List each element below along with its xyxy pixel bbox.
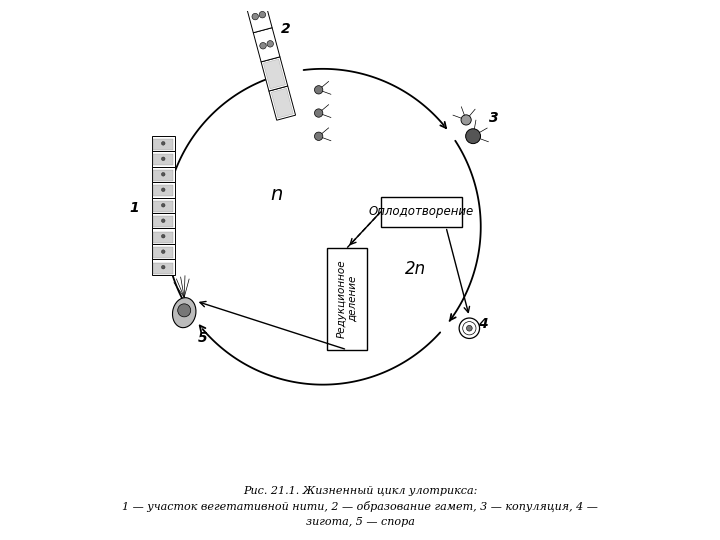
- Circle shape: [161, 204, 165, 207]
- Bar: [153, 154, 174, 165]
- Text: 2: 2: [282, 23, 291, 37]
- Circle shape: [466, 129, 480, 144]
- Circle shape: [161, 172, 165, 176]
- Bar: [153, 247, 174, 258]
- Text: зигота, 5 — спора: зигота, 5 — спора: [305, 517, 415, 527]
- Text: 3: 3: [489, 111, 499, 125]
- Bar: [152, 213, 175, 228]
- Bar: [152, 228, 175, 244]
- Polygon shape: [261, 57, 288, 91]
- Text: 5: 5: [198, 331, 207, 345]
- Bar: [152, 259, 175, 275]
- Circle shape: [267, 40, 274, 47]
- Text: 1 — участок вегетативной нити, 2 — образование гамет, 3 — копуляция, 4 —: 1 — участок вегетативной нити, 2 — образ…: [122, 501, 598, 512]
- Circle shape: [178, 304, 191, 317]
- Circle shape: [315, 109, 323, 117]
- Text: 4: 4: [479, 316, 488, 330]
- Circle shape: [161, 219, 165, 222]
- Circle shape: [315, 132, 323, 140]
- Bar: [152, 136, 175, 151]
- Bar: [153, 216, 174, 227]
- Text: 1: 1: [129, 201, 139, 215]
- Ellipse shape: [173, 298, 196, 328]
- Text: Рис. 21.1. Жизненный цикл улотрикса:: Рис. 21.1. Жизненный цикл улотрикса:: [243, 486, 477, 496]
- Bar: [328, 248, 367, 350]
- Circle shape: [161, 157, 165, 161]
- Circle shape: [467, 326, 472, 331]
- Circle shape: [260, 43, 266, 49]
- Bar: [153, 185, 174, 196]
- Polygon shape: [269, 86, 296, 120]
- Circle shape: [459, 318, 480, 339]
- Bar: [152, 198, 175, 213]
- Polygon shape: [253, 28, 280, 62]
- Polygon shape: [238, 0, 264, 4]
- Circle shape: [161, 250, 165, 254]
- Circle shape: [252, 14, 258, 20]
- Bar: [381, 197, 462, 227]
- Bar: [153, 201, 174, 212]
- Circle shape: [315, 86, 323, 94]
- Text: 2n: 2n: [405, 260, 426, 278]
- Polygon shape: [271, 88, 293, 118]
- Bar: [153, 139, 174, 150]
- Text: Редукционное
деление: Редукционное деление: [336, 259, 358, 338]
- Circle shape: [259, 11, 266, 18]
- Bar: [153, 232, 174, 242]
- Bar: [153, 262, 174, 274]
- Bar: [152, 244, 175, 259]
- Bar: [152, 182, 175, 198]
- Text: n: n: [270, 185, 282, 204]
- Polygon shape: [246, 0, 272, 33]
- Bar: [152, 166, 175, 182]
- Circle shape: [161, 141, 165, 145]
- Circle shape: [161, 234, 165, 238]
- Bar: [153, 170, 174, 181]
- Bar: [152, 151, 175, 166]
- Circle shape: [161, 265, 165, 269]
- Circle shape: [461, 115, 471, 125]
- Text: Оплодотворение: Оплодотворение: [369, 205, 474, 218]
- Polygon shape: [264, 59, 285, 89]
- Circle shape: [161, 188, 165, 192]
